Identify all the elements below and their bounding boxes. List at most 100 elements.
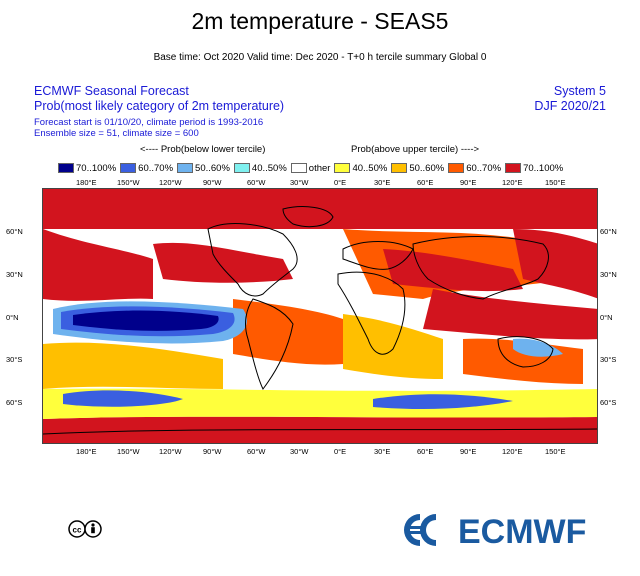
legend-item: 50..60% bbox=[177, 163, 230, 174]
north-america-warm-area bbox=[153, 242, 293, 283]
lat-label-left: 60°S bbox=[6, 398, 23, 407]
south-pacific-warm-area bbox=[43, 342, 223, 389]
legend-item: other bbox=[290, 162, 331, 174]
lon-label-bottom: 120°W bbox=[159, 447, 182, 456]
lon-label-bottom: 0°E bbox=[334, 447, 347, 456]
legend-label: 70..100% bbox=[76, 162, 117, 174]
legend-swatch bbox=[290, 163, 307, 173]
lon-label-bottom: 30°W bbox=[290, 447, 309, 456]
south-america-coast bbox=[245, 298, 294, 390]
africa-coast bbox=[337, 271, 406, 355]
lat-label-right: 30°S bbox=[600, 355, 617, 364]
legend-label: 40..50% bbox=[251, 162, 287, 174]
lat-label-left: 60°N bbox=[6, 227, 23, 236]
south-atlantic-warm-area bbox=[343, 314, 443, 379]
legend-swatch bbox=[177, 163, 194, 173]
legend-swatch bbox=[120, 163, 137, 173]
valid-season: DJF 2020/21 bbox=[534, 99, 606, 113]
legend-swatch bbox=[233, 163, 250, 173]
lon-label-top: 120°W bbox=[159, 178, 182, 187]
antarctica-coast bbox=[43, 428, 597, 435]
coastlines bbox=[43, 206, 597, 435]
lon-label-bottom: 150°E bbox=[545, 447, 566, 456]
lon-label-top: 60°E bbox=[417, 178, 434, 187]
creative-commons-by-icon[interactable]: cc bbox=[68, 520, 102, 538]
lon-label-bottom: 90°W bbox=[203, 447, 222, 456]
legend-item: 60..70% bbox=[448, 163, 501, 174]
asia-coast bbox=[412, 236, 549, 300]
map-svg bbox=[43, 189, 597, 443]
ensemble-size-info: Ensemble size = 51, climate size = 600 bbox=[34, 128, 199, 139]
legend-label: 40..50% bbox=[352, 162, 388, 174]
greenland-coast bbox=[282, 206, 334, 228]
system-version: System 5 bbox=[553, 84, 606, 98]
lon-label-bottom: 90°E bbox=[460, 447, 477, 456]
lon-label-top: 180°E bbox=[76, 178, 97, 187]
forecast-start-info: Forecast start is 01/10/20, climate peri… bbox=[34, 117, 264, 128]
lon-label-top: 150°E bbox=[545, 178, 566, 187]
lon-label-bottom: 180°E bbox=[76, 447, 97, 456]
lon-label-bottom: 60°E bbox=[417, 447, 434, 456]
legend-swatch bbox=[334, 163, 351, 173]
southern-pacific-cold-patch bbox=[63, 390, 183, 407]
legend-swatch bbox=[448, 163, 465, 173]
svg-text:cc: cc bbox=[73, 526, 82, 535]
north-america-coast bbox=[207, 223, 298, 297]
lon-label-top: 60°W bbox=[247, 178, 266, 187]
legend-item: 60..70% bbox=[120, 163, 173, 174]
color-legend: 70..100% 60..70% 50..60% 40..50% other 4… bbox=[58, 162, 567, 174]
south-america-warm-area bbox=[233, 299, 343, 365]
lon-label-top: 90°E bbox=[460, 178, 477, 187]
lon-label-top: 0°E bbox=[334, 178, 347, 187]
legend-label: other bbox=[308, 162, 331, 174]
antarctic-warm-area bbox=[43, 416, 597, 443]
legend-swatch bbox=[505, 163, 522, 173]
lat-label-left: 0°N bbox=[6, 313, 19, 322]
base-time-line: Base time: Oct 2020 Valid time: Dec 2020… bbox=[153, 52, 487, 63]
lat-label-right: 60°S bbox=[600, 398, 617, 407]
australia-cool-patch bbox=[513, 338, 563, 357]
legend-caption-above: Prob(above upper tercile) ----> bbox=[351, 144, 480, 155]
central-asia-warm-area bbox=[383, 249, 523, 292]
legend-item: 70..100% bbox=[505, 163, 563, 174]
lat-label-right: 0°N bbox=[600, 313, 613, 322]
lon-label-bottom: 150°W bbox=[117, 447, 140, 456]
chart-title: 2m temperature - SEAS5 bbox=[191, 8, 449, 34]
lat-label-right: 60°N bbox=[600, 227, 617, 236]
lat-label-right: 30°N bbox=[600, 270, 617, 279]
product-description: Prob(most likely category of 2m temperat… bbox=[34, 99, 285, 113]
indian-ocean-warm-area bbox=[423, 289, 597, 340]
legend-label: 70..100% bbox=[523, 162, 564, 174]
ecmwf-logo: ECMWF bbox=[392, 510, 600, 551]
forecast-system-name: ECMWF Seasonal Forecast bbox=[34, 84, 189, 98]
lat-label-left: 30°S bbox=[6, 355, 23, 364]
ecmwf-logo-text: ECMWF bbox=[458, 513, 586, 550]
legend-label: 50..60% bbox=[195, 162, 230, 174]
legend-label: 60..70% bbox=[466, 162, 502, 174]
southern-indian-cold-patch bbox=[373, 394, 513, 409]
europe-coast bbox=[342, 241, 414, 270]
legend-swatch bbox=[58, 163, 74, 173]
equatorial-pacific-coldest-area bbox=[73, 310, 219, 331]
legend-item: 70..100% bbox=[58, 163, 116, 174]
lat-label-left: 30°N bbox=[6, 270, 23, 279]
legend-swatch bbox=[391, 163, 408, 173]
legend-label: 60..70% bbox=[138, 162, 174, 174]
lon-label-bottom: 30°E bbox=[374, 447, 391, 456]
lon-label-top: 90°W bbox=[203, 178, 222, 187]
lon-label-top: 30°W bbox=[290, 178, 309, 187]
legend-item: 40..50% bbox=[233, 162, 287, 174]
lon-label-top: 150°W bbox=[117, 178, 140, 187]
ecmwf-logo-mark bbox=[404, 514, 436, 546]
tercile-probability-map bbox=[42, 188, 598, 444]
legend-item: 50..60% bbox=[391, 163, 444, 174]
lon-label-bottom: 60°W bbox=[247, 447, 266, 456]
north-pacific-warm-area bbox=[43, 229, 153, 301]
australia-coast bbox=[497, 336, 554, 368]
legend-label: 50..60% bbox=[409, 162, 445, 174]
lon-label-top: 30°E bbox=[374, 178, 391, 187]
legend-item: 40..50% bbox=[334, 163, 387, 174]
lon-label-bottom: 120°E bbox=[502, 447, 523, 456]
legend-caption-below: <---- Prob(below lower tercile) bbox=[140, 144, 266, 155]
lon-label-top: 120°E bbox=[502, 178, 523, 187]
